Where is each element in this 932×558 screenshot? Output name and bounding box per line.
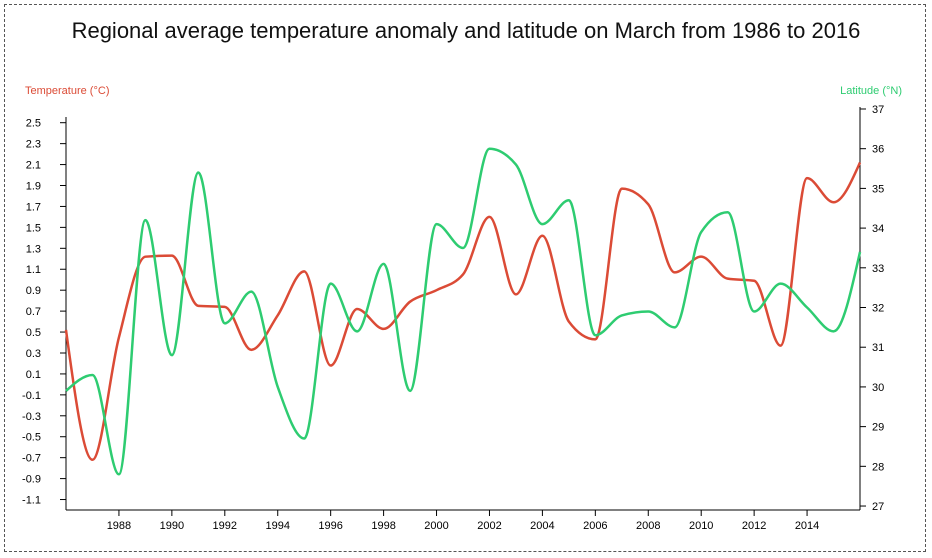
- y-left-axis-label: Temperature (°C): [25, 85, 109, 97]
- y-left-tick-label: -0.1: [22, 390, 41, 402]
- latitude-series-line: [65, 147, 862, 476]
- y-right-tick-label: 33: [872, 263, 884, 275]
- y-left-tick-label: 0.3: [26, 348, 41, 360]
- x-tick-label: 2010: [689, 520, 713, 532]
- chart-frame: [4, 4, 926, 552]
- y-left-tick-label: -1.1: [22, 495, 41, 507]
- y-right-tick-label: 35: [872, 183, 884, 195]
- y-left-tick-label: 0.9: [26, 285, 41, 297]
- y-right-tick-label: 36: [872, 144, 884, 156]
- x-tick-label: 1994: [265, 520, 289, 532]
- y-left-tick-label: 0.1: [26, 369, 41, 381]
- temperature-series-line: [64, 161, 862, 462]
- y-left-tick-label: 1.3: [26, 243, 41, 255]
- y-right-tick-label: 37: [872, 104, 884, 116]
- y-left-tick-label: 2.5: [26, 118, 41, 130]
- y-left-tick-label: -0.5: [22, 432, 41, 444]
- y-left-tick-label: 2.1: [26, 160, 41, 172]
- x-tick-label: 2006: [583, 520, 607, 532]
- y-left-tick-label: 0.7: [26, 306, 41, 318]
- x-tick-label: 1996: [318, 520, 342, 532]
- y-right-tick-label: 32: [872, 303, 884, 315]
- x-tick-label: 2014: [795, 520, 819, 532]
- y-right-tick-label: 27: [872, 501, 884, 513]
- x-tick-label: 1992: [213, 520, 237, 532]
- x-tick-label: 2008: [636, 520, 660, 532]
- y-right-axis-label: Latitude (°N): [840, 85, 902, 97]
- y-left-tick-label: 0.5: [26, 327, 41, 339]
- axes: 2.5 2.3 2.1 1.9 1.7 1.5 1.3 1.1 0.9 0.7 0.5 0.3 0.1 -…: [22, 104, 884, 532]
- y-right-tick-label: 34: [872, 223, 884, 235]
- y-left-tick-label: -0.3: [22, 411, 41, 423]
- x-tick-label: 1988: [107, 520, 131, 532]
- chart-title: Regional average temperature anomaly and…: [71, 18, 861, 43]
- y-left-tick-label: 1.9: [26, 181, 41, 193]
- y-left-tick-label: -0.9: [22, 474, 41, 486]
- y-left-tick-label: -0.7: [22, 453, 41, 465]
- y-left-tick-label: 2.3: [26, 139, 41, 151]
- y-right-tick-label: 28: [872, 461, 884, 473]
- y-left-tick-label: 1.7: [26, 201, 41, 213]
- y-left-tick-label: 1.5: [26, 222, 41, 234]
- x-tick-label: 2004: [530, 520, 554, 532]
- y-right-tick-label: 31: [872, 342, 884, 354]
- series-layer: [64, 147, 862, 476]
- x-tick-label: 2002: [477, 520, 501, 532]
- x-tick-label: 2012: [742, 520, 766, 532]
- x-tick-label: 1998: [371, 520, 395, 532]
- y-left-tick-label: 1.1: [26, 264, 41, 276]
- y-right-tick-label: 30: [872, 382, 884, 394]
- x-tick-label: 2000: [424, 520, 448, 532]
- y-right-tick-label: 29: [872, 422, 884, 434]
- x-tick-label: 1990: [160, 520, 184, 532]
